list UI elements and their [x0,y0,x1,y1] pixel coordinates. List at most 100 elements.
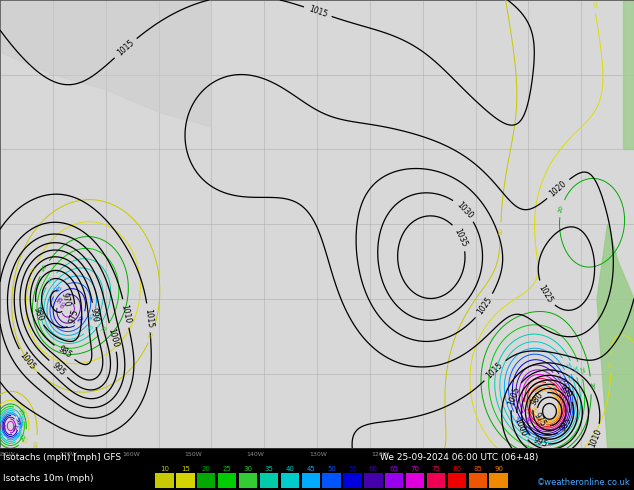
Text: 1000: 1000 [512,416,527,438]
Text: 1025: 1025 [476,295,494,317]
Text: 60: 60 [369,466,378,472]
Bar [218,473,236,488]
Text: 975: 975 [532,411,547,428]
Polygon shape [623,0,634,149]
Text: 60: 60 [3,422,8,430]
Bar [281,473,299,488]
Text: 15: 15 [30,266,37,274]
Text: 25: 25 [223,466,231,472]
Text: 20: 20 [202,466,210,472]
Text: 140W: 140W [247,452,264,457]
Text: 120W: 120W [372,452,389,457]
Text: 25: 25 [577,366,584,375]
Text: 40: 40 [285,466,294,472]
Polygon shape [0,0,211,127]
Text: 1015: 1015 [143,308,154,328]
Text: 55: 55 [555,374,564,384]
Text: 1015: 1015 [115,38,136,58]
Text: 975: 975 [68,308,80,324]
Text: 30: 30 [17,430,25,440]
Text: 10: 10 [498,227,503,235]
Bar [385,473,403,488]
Polygon shape [597,224,634,448]
Text: Isotachs 10m (mph): Isotachs 10m (mph) [3,474,94,483]
Text: 15: 15 [23,435,30,444]
Text: 45: 45 [306,466,315,472]
Text: 10: 10 [160,466,169,472]
Text: 15: 15 [181,466,190,472]
Text: 35: 35 [16,414,24,423]
Text: 80: 80 [533,417,543,426]
Text: 40: 40 [88,312,96,321]
Text: 30: 30 [570,364,578,373]
Text: 25: 25 [16,408,25,417]
Text: 55: 55 [56,295,65,304]
Text: 60: 60 [523,416,532,425]
Text: 160W: 160W [122,452,140,457]
Text: 1005: 1005 [507,385,522,407]
Bar [176,473,195,488]
Text: 1010: 1010 [588,427,603,448]
Bar [469,473,487,488]
Text: ©weatheronline.co.uk: ©weatheronline.co.uk [537,478,631,488]
Text: 45: 45 [16,420,22,429]
Text: 15: 15 [591,0,597,9]
Text: 50: 50 [77,315,86,324]
Bar [489,473,508,488]
Bar [448,473,466,488]
Text: 20: 20 [558,204,565,213]
Text: 130W: 130W [309,452,327,457]
Text: 90: 90 [531,405,538,414]
Text: 50: 50 [13,417,21,426]
Text: 35: 35 [563,361,571,370]
Bar [427,473,445,488]
Text: 1015: 1015 [485,361,505,380]
Text: 170W: 170W [60,452,77,457]
Text: 15: 15 [609,361,614,368]
Text: Isotachs (mph) [mph] GFS: Isotachs (mph) [mph] GFS [3,453,121,463]
Text: 35: 35 [86,323,95,332]
Text: 20: 20 [41,264,49,273]
Bar [302,473,320,488]
Text: 1005: 1005 [18,351,37,372]
Bar [323,473,341,488]
Bar [239,473,257,488]
Bar [364,473,382,488]
Text: 75: 75 [549,382,559,392]
Text: 85: 85 [529,396,534,405]
Text: 995: 995 [532,435,548,449]
Text: 30: 30 [46,275,55,285]
Text: 985: 985 [56,344,73,360]
Text: 1025: 1025 [537,283,554,304]
Text: 80: 80 [453,466,462,472]
Text: 150W: 150W [184,452,202,457]
Text: 20: 20 [588,381,593,390]
Text: 40: 40 [565,373,573,383]
Text: 65: 65 [390,466,399,472]
Text: 50: 50 [560,377,568,386]
Text: 60: 60 [59,300,68,309]
Text: 180W: 180W [0,452,15,457]
Text: 25: 25 [100,324,109,333]
Text: 45: 45 [514,415,522,424]
Text: 970: 970 [59,292,71,308]
Text: 35: 35 [264,466,273,472]
Text: 55: 55 [14,423,20,432]
Bar [155,473,174,488]
Bar [406,473,424,488]
Text: 45: 45 [55,285,63,294]
Text: 85: 85 [474,466,482,472]
Text: 980: 980 [32,305,45,322]
Text: 50: 50 [327,466,336,472]
Text: 10: 10 [148,330,155,339]
Bar [197,473,216,488]
Text: 995: 995 [50,361,67,377]
Text: 1020: 1020 [548,179,569,198]
Bar [260,473,278,488]
Text: 990: 990 [557,383,574,400]
Text: 65: 65 [525,415,533,424]
Text: 1035: 1035 [453,226,469,248]
Text: 1000: 1000 [106,327,120,348]
Text: 75: 75 [432,466,441,472]
Text: 990: 990 [89,307,100,323]
